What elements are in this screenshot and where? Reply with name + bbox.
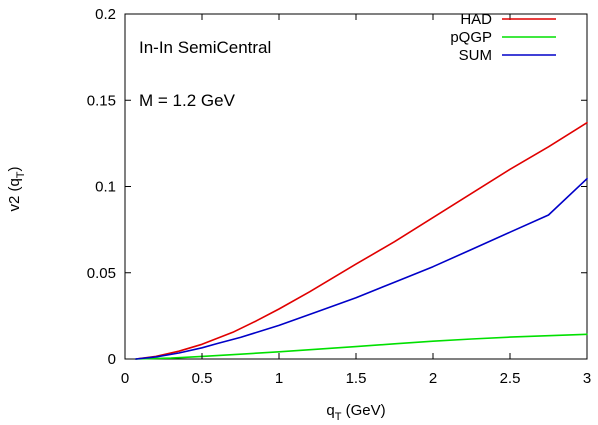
x-tick-label: 1: [275, 370, 283, 387]
x-tick-label: 0.5: [192, 370, 213, 387]
plot-frame: [124, 13, 588, 360]
y-tick-label: 0.2: [95, 6, 116, 23]
legend-label-had: HAD: [460, 11, 492, 28]
ticks-layer: 0 0.5 1 1.5 2 2.5 3 0 0.05 0.1 0.15 0.2: [87, 6, 591, 387]
x-tick-label: 0: [121, 370, 129, 387]
x-tick-label: 1.5: [346, 370, 367, 387]
x-tick-label: 2: [429, 370, 437, 387]
x-tick-label: 3: [583, 370, 591, 387]
x-axis-label: qT (GeV): [326, 402, 385, 423]
series-line-sum: [135, 177, 588, 360]
series-layer: [135, 121, 588, 360]
y-tick-label: 0.05: [87, 265, 116, 282]
annotation-mass: M = 1.2 GeV: [139, 91, 236, 110]
plot-area: [124, 13, 588, 360]
y-tick-label: 0.1: [95, 179, 116, 196]
legend-label-sum: SUM: [459, 47, 492, 64]
legend-label-pqgp: pQGP: [450, 29, 492, 46]
series-line-had: [135, 121, 588, 360]
y-tick-label: 0.15: [87, 92, 116, 109]
x-tick-label: 2.5: [500, 370, 521, 387]
y-axis-label: v2 (qT): [6, 166, 27, 211]
y-tick-label: 0: [108, 351, 116, 368]
annotation-dataset: In-In SemiCentral: [139, 38, 271, 57]
